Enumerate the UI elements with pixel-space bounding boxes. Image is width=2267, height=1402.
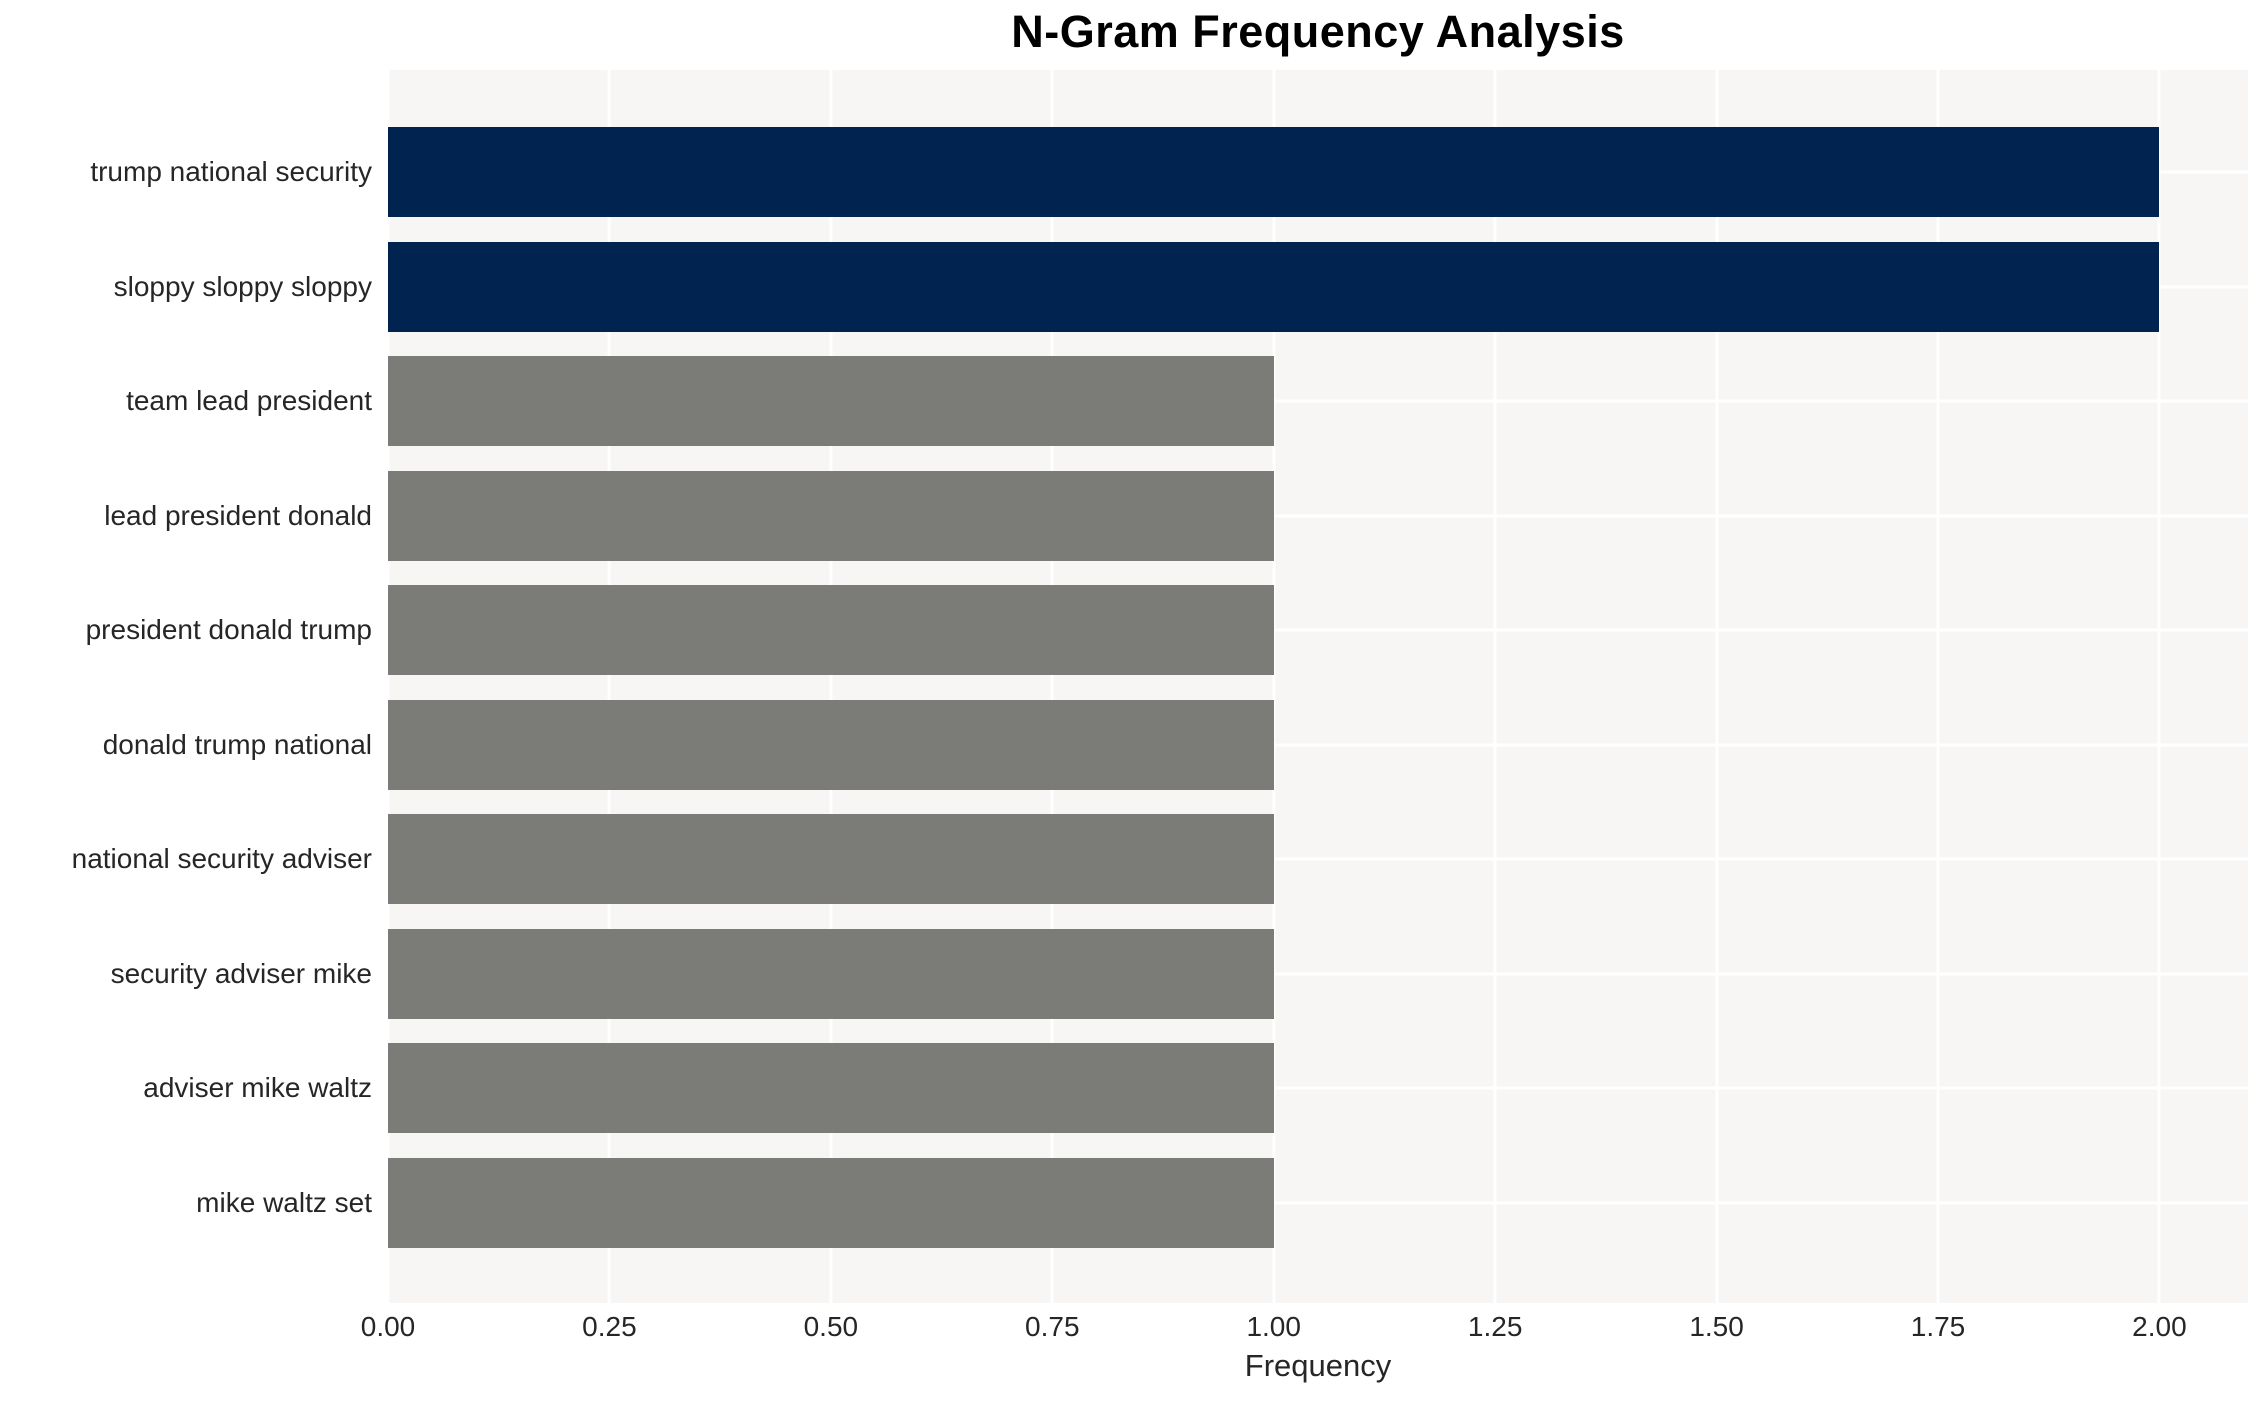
x-tick-label: 1.50 <box>1689 1311 1744 1342</box>
x-tick-label: 1.75 <box>1910 1311 1966 1342</box>
bar-row <box>388 802 2248 917</box>
y-tick-label: adviser mike waltz <box>143 1072 372 1104</box>
bar-row <box>388 230 2248 345</box>
vertical-gridline <box>1272 70 1276 1303</box>
bar-row <box>388 917 2248 1032</box>
bar-row <box>388 1031 2248 1146</box>
frequency-bar <box>388 241 2160 332</box>
vertical-gridline <box>1493 70 1497 1303</box>
y-tick-label: lead president donald <box>104 499 372 531</box>
x-axis-tick-labels: 0.00 0.25 0.50 0.75 1.00 1.25 1.50 1.75 2.00 <box>361 1311 2248 1347</box>
x-tick-label: 1.00 <box>1246 1311 1301 1342</box>
x-tick-label: 1.25 <box>1467 1311 1523 1342</box>
horizontal-gridline <box>388 743 2248 747</box>
x-tick-label: 0.50 <box>803 1311 859 1342</box>
y-tick-label: trump national security <box>90 156 372 188</box>
y-tick-label: sloppy sloppy sloppy <box>113 270 372 302</box>
frequency-bar <box>388 127 2160 218</box>
horizontal-gridline <box>388 628 2248 632</box>
x-tick-label: 0.00 <box>360 1311 416 1342</box>
bar-row <box>388 344 2248 459</box>
x-tick-label: 0.25 <box>582 1311 637 1342</box>
y-tick-label: team lead president <box>126 385 372 417</box>
vertical-gridline <box>829 70 833 1303</box>
y-tick-label: security adviser mike <box>110 957 372 989</box>
vertical-gridline <box>1050 70 1054 1303</box>
horizontal-gridline <box>388 1086 2248 1090</box>
x-tick-label: 2.00 <box>2132 1311 2187 1342</box>
vertical-gridline <box>2157 70 2161 1303</box>
y-tick-label: donald trump national <box>102 728 372 760</box>
frequency-bar <box>388 1043 1274 1134</box>
bar-row <box>388 1146 2248 1261</box>
x-tick-label: 0.75 <box>1025 1311 1080 1342</box>
bar-rows <box>388 70 2248 1303</box>
vertical-gridline <box>1715 70 1719 1303</box>
bar-row <box>388 459 2248 574</box>
frequency-bar <box>388 585 1274 676</box>
vertical-gridlines <box>388 70 2248 1303</box>
vertical-gridline <box>1936 70 1940 1303</box>
vertical-gridline <box>388 70 390 1303</box>
plot-area <box>388 70 2248 1303</box>
frequency-bar <box>388 814 1274 905</box>
frequency-bar <box>388 928 1274 1019</box>
y-tick-label: national security adviser <box>71 843 372 875</box>
y-axis-labels: trump national security sloppy sloppy slo… <box>0 70 380 1303</box>
vertical-gridline <box>607 70 611 1303</box>
horizontal-gridline <box>388 857 2248 861</box>
chart-title: N-Gram Frequency Analysis <box>1011 6 1625 57</box>
frequency-bar <box>388 356 1274 447</box>
y-tick-label: mike waltz set <box>196 1186 372 1218</box>
horizontal-gridline <box>388 1201 2248 1205</box>
frequency-bar <box>388 470 1274 561</box>
frequency-bar <box>388 1157 1274 1248</box>
y-tick-label: president donald trump <box>85 614 372 646</box>
bar-row <box>388 115 2248 230</box>
horizontal-gridline <box>388 972 2248 976</box>
frequency-bar <box>388 699 1274 790</box>
bar-row <box>388 688 2248 803</box>
bar-row <box>388 573 2248 688</box>
horizontal-gridline <box>388 399 2248 403</box>
horizontal-gridline <box>388 514 2248 518</box>
x-axis-label: Frequency <box>1244 1348 1392 1383</box>
